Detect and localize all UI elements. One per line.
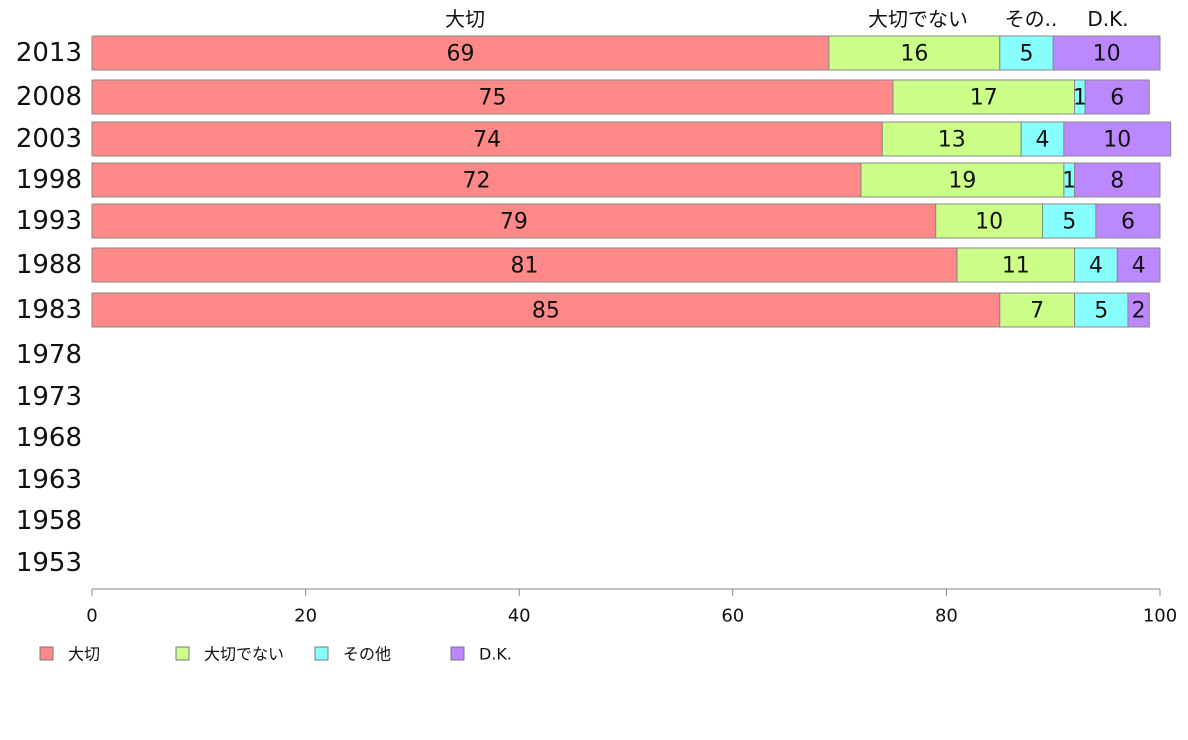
legend-label: 大切 — [68, 645, 100, 664]
category-label: 1993 — [16, 206, 82, 236]
data-label: 6 — [1110, 86, 1124, 111]
bar-segment — [91, 247, 958, 283]
data-label: 16 — [900, 42, 928, 67]
category-label: 2008 — [16, 82, 82, 112]
data-label: 69 — [446, 42, 474, 67]
bar-segment — [1063, 121, 1172, 157]
bar-segment — [892, 79, 1076, 115]
data-label: 5 — [1094, 299, 1108, 324]
x-tick-label: 40 — [508, 606, 531, 627]
x-tick-label: 20 — [294, 606, 317, 627]
data-label: 19 — [948, 169, 976, 194]
data-label: 6 — [1121, 210, 1135, 235]
bar-segment — [999, 292, 1076, 328]
data-label: 10 — [1093, 42, 1121, 67]
bar-segment — [828, 35, 1001, 71]
data-label: 1 — [1062, 169, 1076, 194]
category-label: 1958 — [16, 506, 82, 536]
data-label: 75 — [479, 86, 507, 111]
bar-segment — [935, 203, 1044, 239]
category-label: 1973 — [16, 382, 82, 412]
category-label: 1963 — [16, 465, 82, 495]
x-tick-label: 60 — [721, 606, 744, 627]
legend-swatch — [450, 646, 465, 661]
bar-segment — [1052, 35, 1161, 71]
category-label: 2003 — [16, 124, 82, 154]
top-series-label: その.. — [1005, 7, 1058, 31]
data-label: 13 — [938, 128, 966, 153]
data-label: 79 — [500, 210, 528, 235]
data-label: 17 — [970, 86, 998, 111]
data-label: 85 — [532, 299, 560, 324]
legend-swatch — [314, 646, 329, 661]
data-label: 10 — [975, 210, 1003, 235]
data-label: 8 — [1110, 169, 1124, 194]
category-label: 1988 — [16, 250, 82, 280]
data-label: 2 — [1132, 299, 1146, 324]
bar-segment — [956, 247, 1076, 283]
data-label: 5 — [1062, 210, 1076, 235]
x-tick-label: 100 — [1143, 606, 1177, 627]
bar-segment — [1127, 292, 1150, 328]
data-label: 7 — [1030, 299, 1044, 324]
legend-label: その他 — [343, 645, 391, 664]
top-series-label: 大切 — [445, 7, 485, 31]
bar-segment — [91, 35, 830, 71]
category-label: 1978 — [16, 340, 82, 370]
legend-swatch — [39, 646, 54, 661]
legend-swatch — [175, 646, 190, 661]
data-label: 74 — [473, 128, 501, 153]
data-label: 81 — [511, 254, 539, 279]
data-label: 4 — [1089, 254, 1103, 279]
bar-segment — [1074, 247, 1118, 283]
bar-segment — [999, 35, 1054, 71]
data-label: 5 — [1020, 42, 1034, 67]
bar-segment — [91, 162, 862, 198]
bar-segment — [91, 292, 1001, 328]
bar-segment — [1074, 292, 1129, 328]
bar-segment — [91, 203, 937, 239]
data-label: 10 — [1103, 128, 1131, 153]
data-label: 4 — [1132, 254, 1146, 279]
bar-segment — [91, 121, 883, 157]
bar-segment — [1074, 162, 1161, 198]
bar-segment — [1116, 247, 1161, 283]
data-label: 11 — [1002, 254, 1030, 279]
category-label: 1953 — [16, 548, 82, 578]
data-label: 1 — [1073, 86, 1087, 111]
data-label: 4 — [1036, 128, 1050, 153]
top-series-label: D.K. — [1087, 7, 1128, 31]
category-label: 2013 — [16, 38, 82, 68]
bar-segment — [881, 121, 1022, 157]
bar-segment — [1042, 203, 1097, 239]
bar-segment — [1095, 203, 1161, 239]
category-label: 1998 — [16, 165, 82, 195]
bar-segment — [860, 162, 1065, 198]
category-label: 1968 — [16, 423, 82, 453]
x-tick-label: 0 — [86, 606, 97, 627]
top-series-label: 大切でない — [868, 7, 968, 31]
bar-segment — [91, 79, 894, 115]
data-label: 72 — [462, 169, 490, 194]
legend-label: D.K. — [479, 645, 512, 664]
x-tick-label: 80 — [935, 606, 958, 627]
legend-label: 大切でない — [204, 645, 284, 664]
bar-segment — [1084, 79, 1150, 115]
category-label: 1983 — [16, 295, 82, 325]
